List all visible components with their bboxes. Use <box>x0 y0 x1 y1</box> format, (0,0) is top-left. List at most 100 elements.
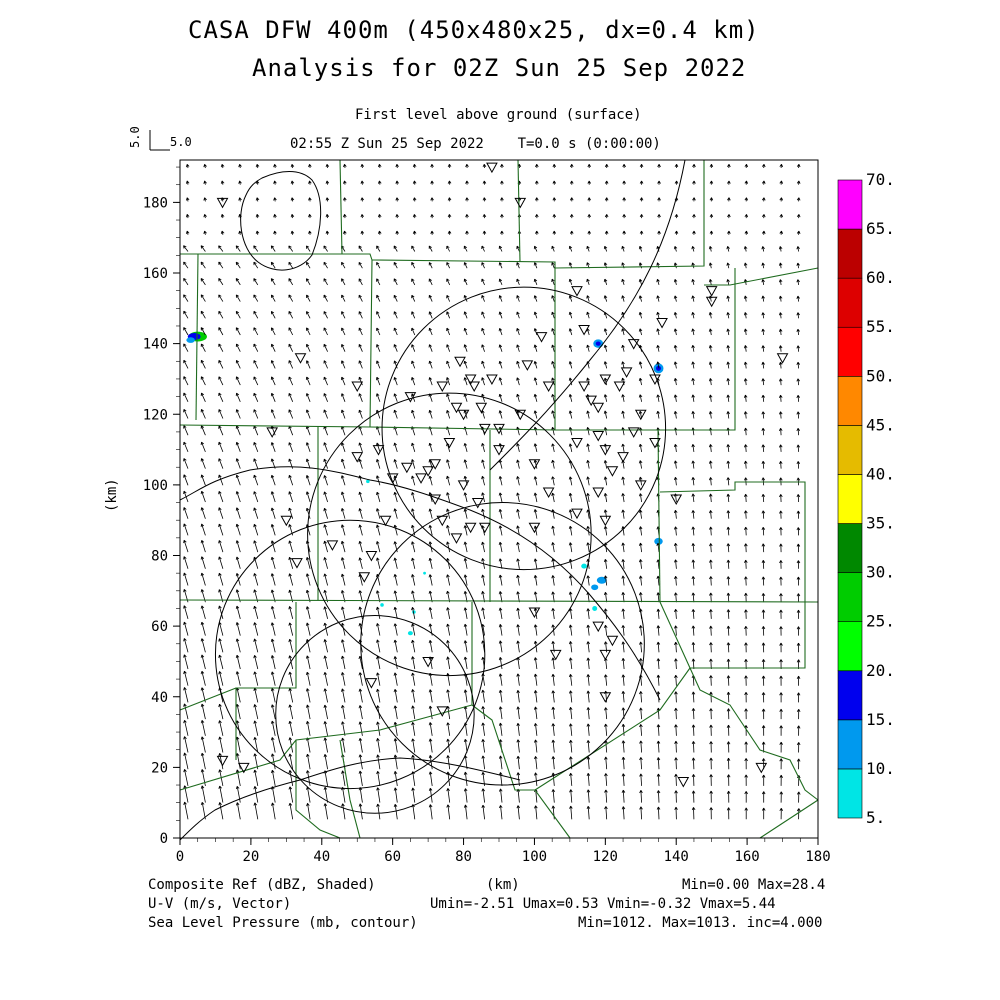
y-tick-label: 140 <box>143 337 168 353</box>
colorbar-swatch <box>837 572 863 622</box>
wind-vectors <box>183 163 801 820</box>
x-tick-label: 40 <box>313 849 330 865</box>
station-marker <box>400 462 413 474</box>
y-axis-label: (km) <box>104 478 120 512</box>
reflectivity-cell <box>366 479 370 484</box>
colorbar-label: 40. <box>866 464 895 483</box>
station-marker <box>617 452 629 463</box>
county-line <box>235 602 297 760</box>
radar-range-ring <box>307 392 592 677</box>
station-marker <box>521 360 534 371</box>
y-tick-label: 80 <box>151 549 168 565</box>
station-marker <box>634 409 647 421</box>
station-marker <box>351 452 364 463</box>
county-line <box>339 159 343 255</box>
station-marker <box>478 423 491 435</box>
footer-pressure-label: Sea Level Pressure (mb, contour) <box>148 915 418 931</box>
station-marker <box>627 339 640 350</box>
station-marker <box>599 649 612 661</box>
station-marker <box>592 430 605 442</box>
colorbar-label: 70. <box>866 170 895 189</box>
reflectivity-cell <box>423 571 426 575</box>
reflectivity-cell <box>596 576 607 584</box>
station-marker <box>436 706 449 717</box>
radar-range-ring <box>360 502 645 786</box>
colorbar-label: 30. <box>866 563 895 582</box>
colorbar-swatch <box>837 474 863 524</box>
radar-range-ring <box>214 519 486 790</box>
footer-ref-stats: Min=0.00 Max=28.4 <box>682 877 826 893</box>
reflectivity-cell <box>595 341 601 346</box>
station-marker <box>365 551 378 562</box>
station-marker <box>436 381 449 393</box>
title-line-1: CASA DFW 400m (450x480x25, dx=0.4 km) <box>188 16 760 44</box>
footer-ref-label: Composite Ref (dBZ, Shaded) <box>148 877 376 893</box>
station-marker <box>606 635 619 647</box>
station-marker <box>443 438 456 449</box>
station-marker <box>705 296 718 308</box>
colorbar-label: 15. <box>866 710 895 729</box>
station-marker <box>478 522 491 534</box>
county-line <box>179 687 237 711</box>
colorbar-swatch <box>837 179 863 230</box>
x-tick-label: 160 <box>734 849 759 865</box>
x-tick-label: 80 <box>455 849 472 865</box>
radar-range-ring <box>275 615 475 814</box>
county-line <box>369 268 556 431</box>
county-line <box>759 799 819 839</box>
county-line <box>657 429 661 603</box>
station-marker <box>649 374 661 385</box>
station-marker <box>578 381 590 393</box>
x-tick-label: 60 <box>384 849 401 865</box>
colorbar-swatch <box>837 277 863 328</box>
county-line <box>555 268 736 431</box>
title-line-2: Analysis for 02Z Sun 25 Sep 2022 <box>252 54 747 82</box>
x-tick-label: 100 <box>522 849 547 865</box>
pressure-contours <box>179 159 686 841</box>
station-marker <box>468 381 481 393</box>
footer-vector-stats: Umin=-2.51 Umax=0.53 Vmin=-0.32 Vmax=5.4… <box>430 896 776 912</box>
station-marker <box>755 762 768 774</box>
station-marker <box>493 445 505 456</box>
station-marker <box>365 678 378 689</box>
reflectivity-cell <box>654 537 663 545</box>
y-tick-label: 40 <box>151 690 168 706</box>
y-tick-label: 20 <box>151 760 168 776</box>
x-tick-label: 140 <box>664 849 689 865</box>
station-marker <box>493 423 505 435</box>
station-marker <box>450 533 463 544</box>
colorbar-swatch <box>837 523 863 573</box>
station-marker <box>429 494 442 506</box>
colorbar-label: 35. <box>866 514 895 533</box>
y-tick-label: 60 <box>151 619 168 635</box>
station-marker <box>372 445 385 456</box>
county-line <box>180 160 705 269</box>
station-marker <box>422 656 434 668</box>
colorbar-label: 10. <box>866 759 895 778</box>
reflectivity-layer <box>186 331 664 636</box>
colorbar-swatch <box>837 768 863 819</box>
station-marker <box>606 466 619 477</box>
station-marker <box>475 402 488 414</box>
colorbar-label: 60. <box>866 268 895 287</box>
station-marker <box>599 445 612 456</box>
station-marker <box>457 409 470 421</box>
station-marker <box>216 755 229 767</box>
colorbar-label: 20. <box>866 661 895 680</box>
station-marker <box>291 558 303 569</box>
station-marker <box>599 515 612 527</box>
station-marker <box>486 162 498 174</box>
station-marker <box>634 480 647 491</box>
station-marker <box>542 487 555 498</box>
station-marker <box>528 522 541 534</box>
station-marker <box>404 392 417 403</box>
radar-range-ring <box>381 286 667 571</box>
station-marker <box>351 381 364 393</box>
colorbar-swatch <box>837 719 863 770</box>
colorbar-label: 25. <box>866 612 895 631</box>
station-marker <box>216 197 229 209</box>
station-marker <box>705 286 718 297</box>
county-line <box>195 253 199 421</box>
station-marker <box>266 427 279 438</box>
